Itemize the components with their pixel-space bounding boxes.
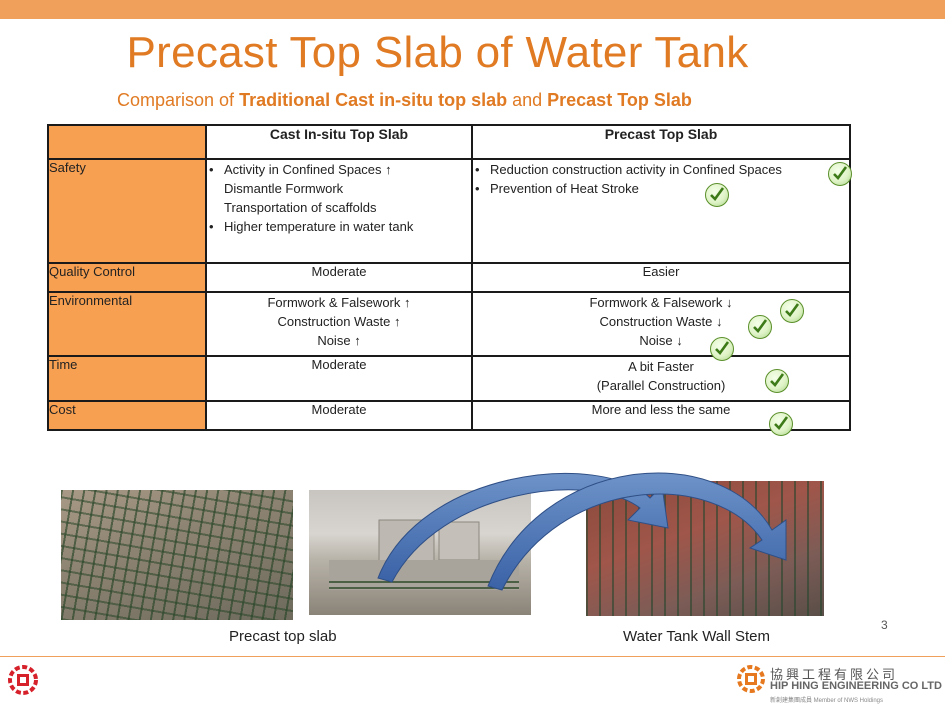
up-arrow-icon: ↑ (354, 333, 361, 348)
table-row-environmental: Environmental Formwork & Falsework ↑ Con… (47, 291, 851, 357)
time-precast-line: A bit Faster (628, 359, 694, 374)
company-logo-icon (8, 665, 38, 695)
company-name-cn: 協興工程有限公司 (770, 667, 899, 682)
check-icon (748, 315, 772, 339)
row-label-environmental: Environmental (47, 291, 207, 357)
cost-insitu-cell: Moderate (205, 400, 473, 431)
row-label-safety: Safety (47, 158, 207, 264)
page-title: Precast Top Slab of Water Tank (126, 28, 749, 77)
safety-insitu-cell: Activity in Confined Spaces ↑ Dismantle … (205, 158, 473, 264)
page-subtitle: Comparison of Traditional Cast in-situ t… (117, 90, 692, 111)
time-precast-line: (Parallel Construction) (596, 378, 726, 393)
env-precast-item: Formwork & Falsework (589, 295, 723, 310)
env-precast-item: Noise (639, 333, 673, 348)
page-number: 3 (881, 618, 888, 632)
company-name-en: HIP HING ENGINEERING CO LTD (770, 680, 942, 692)
table-row-safety: Safety Activity in Confined Spaces ↑ Dis… (47, 158, 851, 264)
subtitle-prefix: Comparison of (117, 90, 240, 110)
row-label-cost: Cost (47, 400, 207, 431)
row-label-quality: Quality Control (47, 262, 207, 293)
check-icon (780, 299, 804, 323)
env-insitu-item: Construction Waste (277, 314, 391, 329)
check-icon (765, 369, 789, 393)
check-icon (710, 337, 734, 361)
quality-precast-cell: Easier (471, 262, 851, 293)
safety-insitu-item: Dismantle Formwork (224, 181, 344, 196)
footer-line (0, 656, 945, 657)
check-icon (705, 183, 729, 207)
env-precast-item: Construction Waste (599, 314, 713, 329)
safety-insitu-item: Transportation of scaffolds (224, 200, 377, 215)
caption-right: Water Tank Wall Stem (623, 628, 770, 645)
col-header-insitu: Cast In-situ Top Slab (205, 124, 473, 160)
down-arrow-icon: ↓ (726, 295, 733, 310)
safety-insitu-item: Higher temperature in water tank (224, 219, 414, 234)
safety-precast-item: Prevention of Heat Stroke (490, 181, 639, 196)
subtitle-part1: Traditional Cast in-situ top slab (239, 90, 508, 110)
check-icon (828, 162, 852, 186)
precast-slab-photo (309, 490, 531, 615)
safety-precast-item: Reduction construction activity in Confi… (490, 162, 782, 177)
quality-insitu-cell: Moderate (205, 262, 473, 293)
caption-left: Precast top slab (229, 628, 337, 645)
top-band (0, 0, 945, 19)
up-arrow-icon: ↑ (385, 162, 392, 177)
time-insitu-cell: Moderate (205, 355, 473, 402)
table-row-quality: Quality Control Moderate Easier (47, 262, 851, 293)
env-insitu-cell: Formwork & Falsework ↑ Construction Wast… (205, 291, 473, 357)
rebar-photo-left (61, 490, 293, 620)
down-arrow-icon: ↓ (676, 333, 683, 348)
check-icon (769, 412, 793, 436)
subtitle-mid: and (507, 90, 548, 110)
down-arrow-icon: ↓ (716, 314, 723, 329)
safety-precast-cell: Reduction construction activity in Confi… (471, 158, 851, 264)
up-arrow-icon: ↑ (394, 314, 401, 329)
subtitle-part2: Precast Top Slab (547, 90, 692, 110)
company-logo-icon (737, 665, 765, 693)
row-label-time: Time (47, 355, 207, 402)
company-subtitle: 新創建集團成員 Member of NWS Holdings (770, 698, 884, 704)
comparison-table: Cast In-situ Top Slab Precast Top Slab S… (47, 124, 851, 431)
up-arrow-icon: ↑ (404, 295, 411, 310)
env-insitu-item: Formwork & Falsework (267, 295, 401, 310)
env-insitu-item: Noise (317, 333, 351, 348)
safety-insitu-item: Activity in Confined Spaces (224, 162, 382, 177)
col-header-precast: Precast Top Slab (471, 124, 851, 160)
table-corner (47, 124, 207, 160)
